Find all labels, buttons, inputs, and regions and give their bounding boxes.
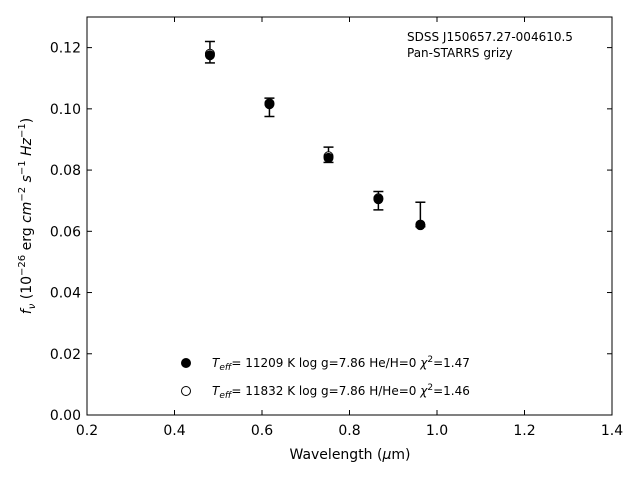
legend: Teff= 11209 K log g=7.86 He/H=0 χ2=1.47 … — [181, 355, 470, 401]
data-points — [204, 48, 426, 231]
point-filled-series — [323, 152, 334, 163]
legend-marker-filled — [181, 358, 191, 368]
x-tick-label: 1.4 — [601, 423, 623, 439]
legend-entry-2: Teff= 11832 K log g=7.86 H/He=0 χ2=1.46 — [212, 383, 470, 401]
error-bars — [204, 40, 426, 228]
y-tick-label: 0.02 — [50, 347, 81, 363]
y-tick-label: 0.00 — [50, 408, 81, 424]
y-tick-label: 0.06 — [50, 224, 81, 240]
y-tick-label: 0.04 — [50, 286, 81, 302]
x-tick-label: 0.2 — [76, 423, 98, 439]
x-tick-label: 1.0 — [426, 423, 448, 439]
annotation-line-1: SDSS J150657.27-004610.5 — [407, 30, 573, 44]
x-tick-label: 0.4 — [163, 423, 185, 439]
legend-marker-open — [181, 386, 191, 396]
x-tick-label: 0.6 — [251, 423, 273, 439]
point-filled-series — [373, 194, 384, 205]
y-tick-label: 0.08 — [50, 163, 81, 179]
y-axis-label: fν (10−26 erg cm−2 s−1 Hz−1) — [17, 118, 38, 314]
y-tick-label: 0.10 — [50, 102, 81, 118]
legend-entry-1: Teff= 11209 K log g=7.86 He/H=0 χ2=1.47 — [212, 355, 470, 373]
y-axis-ticks: 0.00 0.02 0.04 0.06 0.08 0.10 0.12 — [50, 41, 612, 424]
x-tick-label: 1.2 — [513, 423, 535, 439]
point-filled-series — [264, 99, 275, 110]
y-tick-label: 0.12 — [50, 41, 81, 57]
x-tick-label: 0.8 — [338, 423, 360, 439]
point-filled-series — [415, 220, 426, 231]
x-axis-ticks: 0.2 0.4 0.6 0.8 1.0 1.2 1.4 — [76, 17, 623, 439]
annotation-line-2: Pan-STARRS grizy — [407, 46, 513, 60]
point-filled-series — [204, 50, 215, 61]
x-axis-label: Wavelength (μm) — [290, 447, 411, 463]
